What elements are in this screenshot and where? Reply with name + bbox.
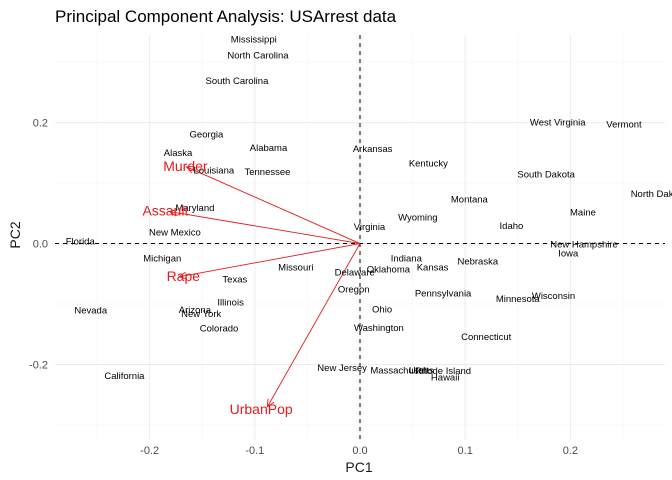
y-tick-label: 0.2 [33, 118, 48, 130]
state-label: Alabama [250, 143, 288, 154]
loading-arrowhead [266, 398, 275, 408]
state-label: Kentucky [409, 159, 448, 170]
x-tick-label: -0.1 [245, 445, 264, 457]
state-label: New Jersey [317, 363, 367, 374]
state-label: Maryland [175, 203, 214, 214]
loading-arrowhead [185, 166, 195, 174]
state-label: South Carolina [206, 76, 270, 87]
state-label: Minnesota [496, 294, 541, 305]
state-label: Florida [66, 237, 96, 248]
state-label: Washington [354, 323, 404, 334]
state-label: Wyoming [398, 212, 438, 223]
state-label: Arizona [179, 305, 212, 316]
state-label: Rhode Island [415, 366, 471, 377]
state-label: Utah [409, 365, 429, 376]
state-label: Louisiana [193, 165, 234, 176]
state-labels: Mississippi North Carolina South Carolina G… [66, 35, 672, 384]
x-tick-label: 0.1 [458, 445, 473, 457]
state-label: West Virginia [530, 118, 586, 129]
state-label: Hawaii [431, 373, 460, 384]
state-label: Oklahoma [367, 264, 411, 275]
loading-label: Rape [167, 268, 201, 284]
x-tick-label: 0.0 [352, 445, 367, 457]
state-label: Mississippi [231, 35, 277, 46]
x-axis-title: PC1 [345, 459, 372, 475]
state-label: Illinois [217, 298, 244, 309]
loading-arrow [267, 243, 361, 407]
state-label: Montana [451, 194, 489, 205]
state-label: Nevada [74, 306, 107, 317]
y-tick-label: -0.2 [29, 359, 48, 371]
x-tick-label: -0.2 [140, 445, 159, 457]
state-label: South Dakota [517, 170, 575, 181]
state-label: Vermont [606, 119, 642, 130]
state-label: Michigan [143, 254, 181, 265]
state-label: Massachusetts [370, 365, 434, 376]
state-label: Connecticut [461, 332, 512, 343]
state-label: Alaska [164, 148, 193, 159]
state-label: Iowa [558, 249, 579, 260]
axis-ticks: -0.2 -0.1 0.0 0.1 0.2 -0.2 0.0 0.2 [29, 118, 578, 457]
y-axis-title: PC2 [7, 221, 23, 248]
state-label: Indiana [391, 254, 423, 265]
state-label: New York [181, 309, 221, 320]
loading-arrowhead [178, 271, 187, 280]
state-label: North Dakota [631, 189, 672, 200]
state-label: Ohio [372, 304, 392, 315]
state-label: Arkansas [353, 144, 393, 155]
state-label: Nebraska [457, 257, 498, 268]
state-label: Georgia [190, 130, 225, 141]
loading-label: UrbanPop [230, 401, 293, 417]
state-label: Kansas [417, 263, 449, 274]
state-label: Delaware [335, 267, 375, 278]
state-label: Tennessee [244, 167, 290, 178]
y-tick-label: 0.0 [33, 239, 48, 251]
state-label: California [104, 371, 145, 382]
state-label: Idaho [500, 221, 524, 232]
state-label: Virginia [354, 222, 386, 233]
loading-label: Assault [142, 202, 188, 218]
loading-arrow [186, 166, 361, 244]
state-label: Texas [222, 275, 247, 286]
loading-arrow [169, 211, 361, 244]
state-label: New Hampshire [550, 240, 618, 251]
loading-arrowhead [168, 208, 178, 217]
chart-title: Principal Component Analysis: USArrest d… [55, 7, 397, 26]
loading-arrows [168, 166, 361, 408]
x-tick-label: 0.2 [563, 445, 578, 457]
loading-arrow [179, 243, 361, 278]
state-label: Maine [570, 208, 596, 219]
state-label: Pennsylvania [415, 289, 472, 300]
loading-labels: Murder Assault Rape UrbanPop [142, 158, 292, 417]
state-label: Oregon [338, 284, 370, 295]
loading-label: Murder [163, 158, 208, 174]
state-label: Colorado [200, 324, 239, 335]
state-label: North Carolina [227, 50, 289, 61]
state-label: Missouri [278, 263, 313, 274]
state-label: Wisconsin [532, 291, 575, 302]
state-label: New Mexico [149, 228, 201, 239]
